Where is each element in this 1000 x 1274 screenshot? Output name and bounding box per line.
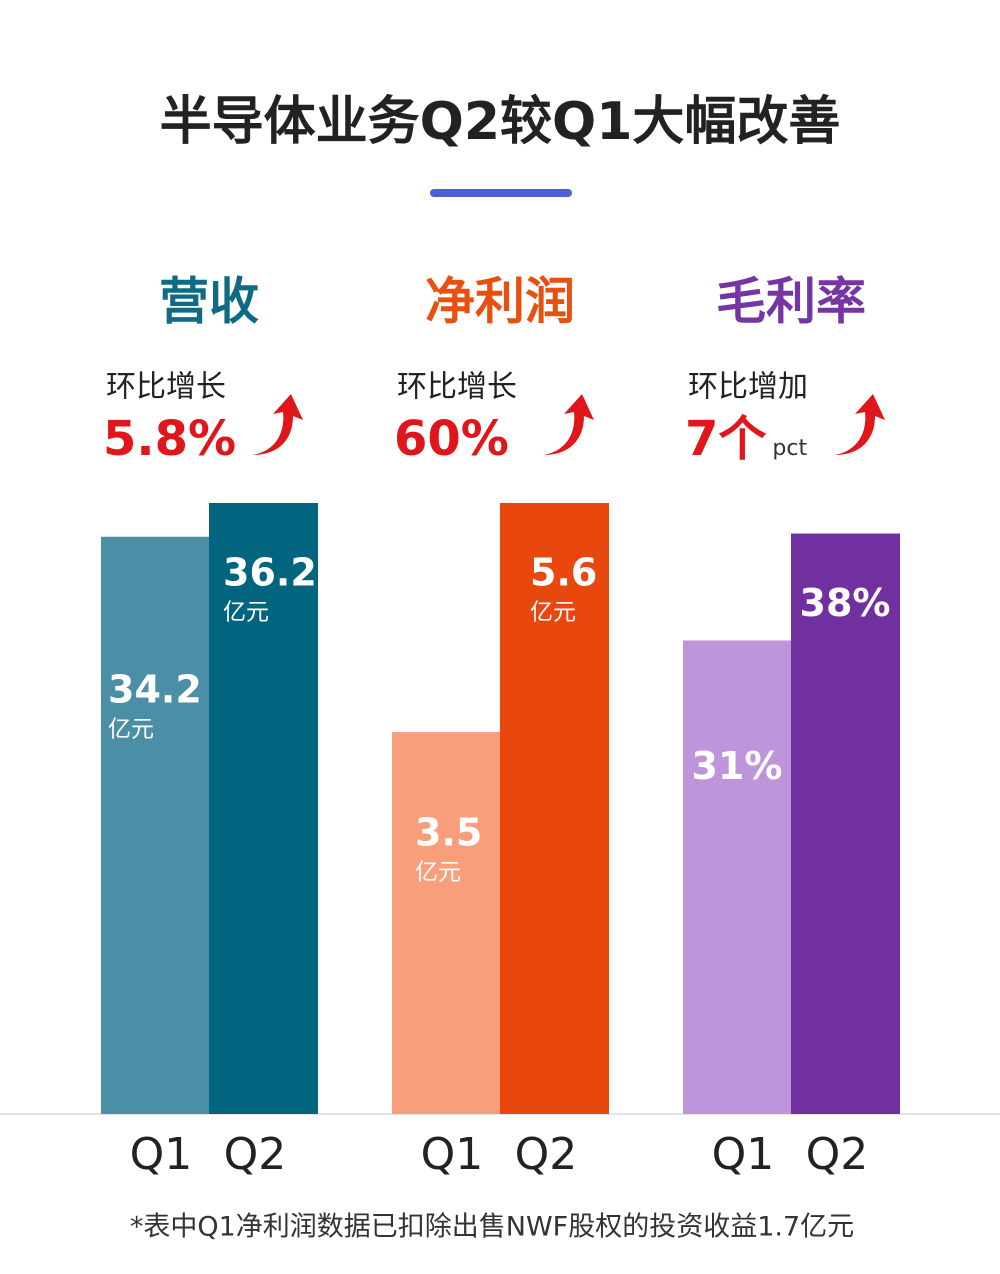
bar xyxy=(392,732,500,1114)
value-label: 38% xyxy=(800,581,891,625)
value-label: 5.6 xyxy=(530,551,597,595)
x-tick-label: Q1 xyxy=(421,1129,484,1180)
bar xyxy=(791,533,900,1114)
x-tick-label: Q2 xyxy=(224,1129,287,1180)
annotation-change: 7个 xyxy=(685,411,766,467)
panel-title: 净利润 xyxy=(425,273,575,331)
value-label: 3.5 xyxy=(415,811,482,855)
panel-title: 毛利率 xyxy=(716,273,866,331)
value-label: 31% xyxy=(692,744,783,788)
up-arrow xyxy=(544,394,594,455)
bar xyxy=(101,536,209,1114)
value-unit: 亿元 xyxy=(530,600,576,626)
x-tick-label: Q2 xyxy=(515,1129,578,1180)
value-unit: 亿元 xyxy=(223,600,269,626)
bar xyxy=(209,503,318,1114)
value-label: 36.2 xyxy=(223,551,317,595)
annotation-change: 60% xyxy=(394,411,509,467)
x-tick-label: Q2 xyxy=(806,1129,869,1180)
up-arrow xyxy=(835,394,885,455)
value-label: 34.2 xyxy=(108,667,202,711)
title-underline xyxy=(430,189,572,197)
panel-title: 营收 xyxy=(159,273,259,331)
page-title: 半导体业务Q2较Q1大幅改善 xyxy=(160,92,841,152)
annotation-label: 环比增长 xyxy=(397,370,517,405)
up-arrow xyxy=(253,394,303,455)
x-tick-label: Q1 xyxy=(130,1129,193,1180)
footnote: *表中Q1净利润数据已扣除出售NWF股权的投资收益1.7亿元 xyxy=(130,1212,854,1243)
bar xyxy=(683,640,791,1114)
value-unit: 亿元 xyxy=(108,716,154,742)
annotation-change: 5.8% xyxy=(103,411,236,467)
annotation-label: 环比增长 xyxy=(106,370,226,405)
annotation-label: 环比增加 xyxy=(688,370,808,405)
bar xyxy=(500,503,609,1114)
annotation-suffix: pct xyxy=(772,436,807,461)
value-unit: 亿元 xyxy=(415,860,461,886)
x-tick-label: Q1 xyxy=(712,1129,775,1180)
